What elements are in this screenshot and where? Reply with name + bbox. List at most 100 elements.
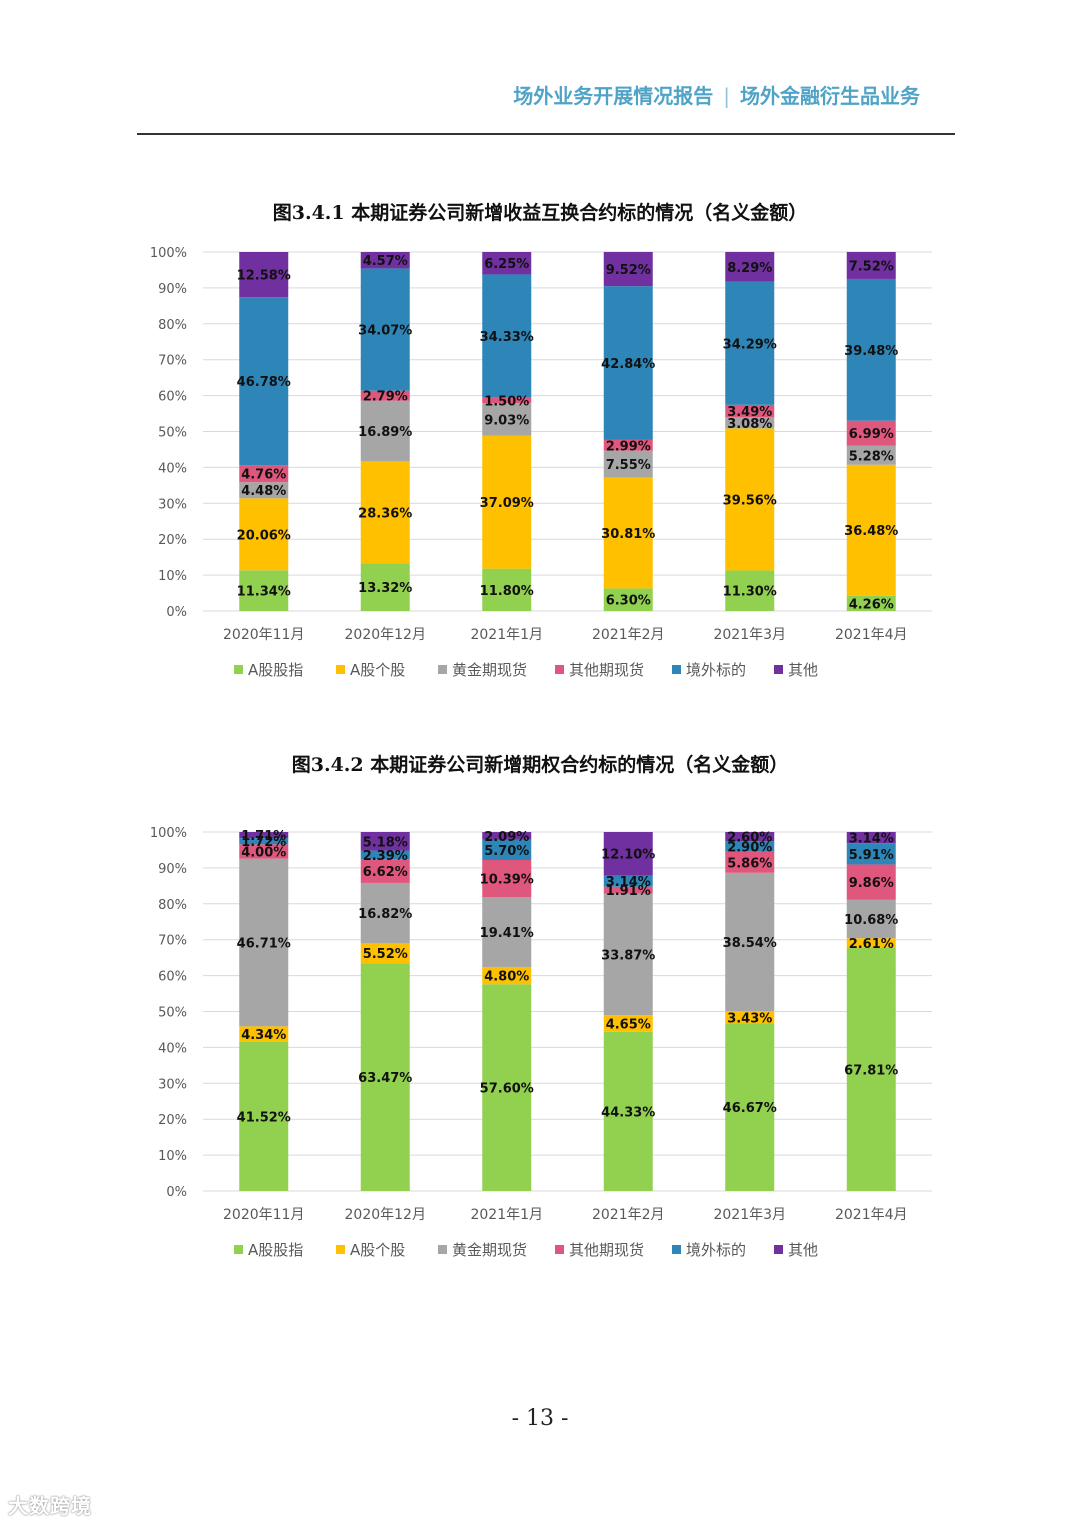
data-label: 38.54% [723,936,777,951]
chart-2-option-underlyings: 0% 10% 20% 30% 40% 50% 60% 70% 80% 90% 100% 41.52% 4… [150,826,932,1259]
bar-segment [725,404,775,418]
bar-segment [360,859,410,883]
bar-segment [239,1026,289,1042]
x-tick-label: 2021年1月 [470,627,543,643]
data-label: 4.57% [363,254,408,269]
legend-swatch [672,1245,681,1254]
legend-swatch [234,1245,243,1254]
data-label: 30.81% [601,527,655,542]
bar-segment [482,568,532,611]
data-label: 2.60% [727,831,772,846]
y-tick-label: 80% [158,898,187,913]
y-tick-label: 20% [158,533,187,548]
data-label: 9.03% [484,413,529,428]
bar-segment [846,464,896,596]
y-tick-label: 30% [158,497,187,512]
legend-label: 其他期现货 [569,1241,644,1259]
header-section-title: 场外金融衍生品业务 [740,84,920,108]
x-tick-label: 2021年2月 [592,627,665,643]
x-tick-label: 2021年3月 [713,1207,786,1223]
bar-segment [846,864,896,900]
data-label: 39.48% [844,344,898,359]
data-label: 57.60% [480,1082,534,1097]
bar-segment [603,1015,653,1032]
data-label: 44.33% [601,1105,655,1120]
legend-swatch [774,665,783,674]
data-label: 28.36% [358,506,412,521]
bar-segment [725,832,775,842]
bar-segment [846,843,896,865]
bar-segment [239,498,289,571]
data-label: 46.67% [723,1101,777,1116]
bar-segment [603,875,653,887]
bar-segment [846,420,896,446]
legend-label: A股股指 [248,661,303,679]
bar-segment [846,278,896,421]
bar-segment [846,251,896,279]
bar-segment [603,886,653,894]
bar-segment [360,943,410,964]
bar-segment [360,963,410,1191]
bar-segment [360,850,410,860]
bar-segment [603,832,653,876]
bar-segment [603,588,653,611]
data-label: 5.70% [484,844,529,859]
legend-swatch [234,665,243,674]
bar-segment [482,274,532,398]
bar-segment [482,897,532,967]
bar-segment [239,1041,289,1191]
data-label: 16.89% [358,425,412,440]
data-label: 5.28% [849,449,894,464]
bar-segment [360,461,410,564]
legend-swatch [438,1245,447,1254]
data-label: 1.72% [241,835,286,850]
bar-segment [603,1031,653,1191]
bar-segment [725,281,775,405]
legend-label: A股个股 [350,1241,405,1259]
bar-segment [482,860,532,898]
data-label: 37.09% [480,496,534,511]
header-report-title: 场外业务开展情况报告 [513,84,714,108]
data-label: 4.76% [241,468,286,483]
data-label: 4.65% [606,1018,651,1033]
bar-segment [239,252,289,298]
legend-label: 境外标的 [686,1241,746,1259]
data-label: 4.00% [241,845,286,860]
data-label: 20.06% [237,528,291,543]
data-label: 3.14% [606,875,651,890]
bar-segment [603,251,653,287]
data-label: 6.62% [363,865,408,880]
bar-segment [239,465,289,483]
data-label: 4.48% [241,484,286,499]
data-label: 7.55% [606,458,651,473]
chart-1-swap-underlyings: 0% 10% 20% 30% 40% 50% 60% 70% 80% 90% 100% 11.34% 2… [150,246,932,679]
data-label: 3.43% [727,1011,772,1026]
chart-1-title: 图3.4.1 本期证券公司新增收益互换合约标的情况（名义金额） [272,202,808,224]
bar-segment [239,844,289,859]
data-label: 1.50% [484,394,529,409]
data-label: 11.80% [480,584,534,599]
data-label: 5.52% [363,947,408,962]
bar-segment [360,252,410,269]
x-tick-label: 2020年11月 [223,1207,304,1223]
bar-segment [725,1011,775,1024]
data-label: 39.56% [723,493,777,508]
bar-segment [360,882,410,944]
legend-label: 境外标的 [686,661,746,679]
data-label: 6.99% [849,427,894,442]
data-label: 4.80% [484,970,529,985]
page-number: - 13 - [511,1406,569,1431]
bar-segment [360,390,410,401]
bar-segment [239,297,289,466]
bar-segment [482,397,532,404]
data-label: 11.34% [237,585,291,600]
x-tick-label: 2021年1月 [470,1207,543,1223]
x-tick-label: 2021年4月 [835,1207,908,1223]
y-tick-label: 70% [158,934,187,949]
bar-segment [482,252,532,275]
data-label: 67.81% [844,1063,898,1078]
legend-label: 其他期现货 [569,661,644,679]
data-label: 2.79% [363,390,408,405]
data-label: 2.09% [484,830,529,845]
data-label: 16.82% [358,907,412,922]
